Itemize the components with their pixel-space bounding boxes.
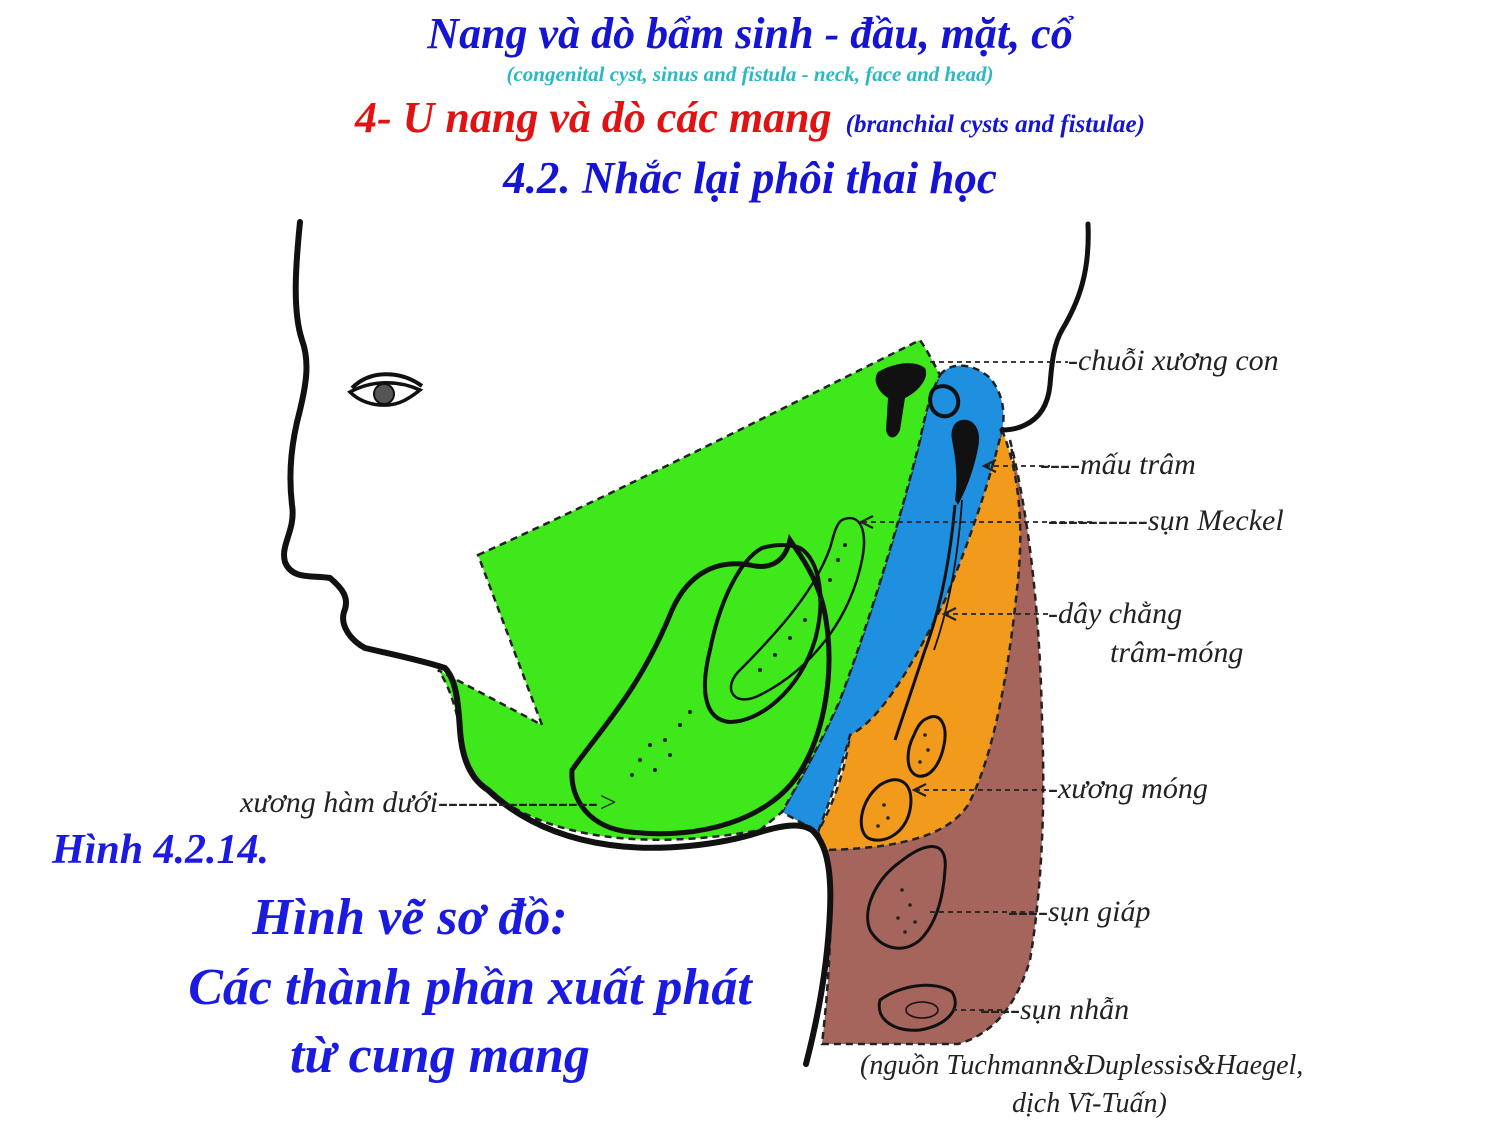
- subsection-title: 4.2. Nhắc lại phôi thai học: [503, 153, 997, 203]
- leader-arrowheads: [858, 459, 997, 797]
- section-title: 4- U nang và dò các mang: [355, 93, 832, 142]
- thyroid-dots: [896, 888, 917, 934]
- styloid-process: [951, 419, 980, 505]
- source-line-1: (nguồn Tuchmann&Duplessis&Haegel,: [860, 1050, 1304, 1081]
- caption-line-1: Hình vẽ sơ đồ:: [252, 889, 568, 946]
- ossicles: [875, 363, 927, 438]
- source-line-2: dịch Vĩ-Tuấn): [1012, 1088, 1167, 1119]
- eyelid: [350, 372, 424, 390]
- arch2-region: [780, 364, 1005, 834]
- section-heading: 4- U nang và dò các mang (branchial cysts…: [0, 92, 1500, 143]
- stylohyoid-ligament: [893, 504, 957, 741]
- leader-lines: [862, 361, 1096, 1011]
- caption-line-3: từ cung mang: [290, 1027, 590, 1084]
- arch4-6-region: [820, 439, 1045, 1046]
- label-stylohyoid-2: trâm-móng: [1110, 636, 1244, 669]
- face-profile-outline: [281, 219, 834, 1067]
- label-hyoid: -xương móng: [1048, 772, 1208, 805]
- thyroid-cartilage: [866, 845, 947, 950]
- label-meckel: ----------sụn Meckel: [1048, 504, 1284, 537]
- cricoid-cartilage: [877, 983, 957, 1032]
- meckel-dots: [630, 543, 847, 777]
- hyoid-body: [859, 778, 913, 842]
- caption-line-2: Các thành phần xuất phát: [188, 959, 752, 1016]
- label-styloid: ----mấu trâm: [1040, 448, 1196, 481]
- ossicle-stapes: [928, 384, 961, 419]
- hyoid-dots: [876, 733, 930, 828]
- eye-iris: [373, 383, 395, 405]
- page-title: Nang và dò bẩm sinh - đầu, mặt, cổ: [427, 9, 1073, 58]
- label-stylohyoid: -dây chằng: [1048, 597, 1183, 630]
- label-cricoid: ----sụn nhẫn: [980, 993, 1130, 1026]
- figure-number: Hình 4.2.14.: [52, 827, 270, 873]
- stylohyoid-ligament-2: [933, 499, 963, 651]
- label-thyroid: ----sụn giáp: [1008, 895, 1151, 928]
- label-mandible: xương hàm dưới---------------->: [240, 786, 619, 819]
- label-ossicles: -chuỗi xương con: [1068, 344, 1279, 377]
- back-of-head-outline: [999, 221, 1091, 433]
- mandible-inner-outline: [702, 543, 823, 725]
- page-title-english: (congenital cyst, sinus and fistula - ne…: [506, 62, 994, 86]
- hyoid-greater-horn: [906, 715, 947, 778]
- meckel-cartilage: [729, 517, 866, 701]
- section-title-english: (branchial cysts and fistulae): [845, 111, 1145, 138]
- cricoid-inner: [905, 1001, 939, 1019]
